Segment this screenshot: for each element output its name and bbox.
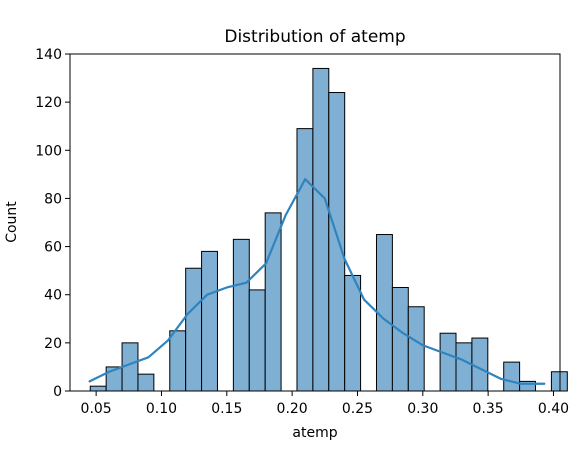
histogram-bar <box>296 128 314 392</box>
histogram-bar <box>471 337 489 392</box>
y-tick-label: 120 <box>35 95 62 111</box>
y-tick-label: 60 <box>44 240 62 256</box>
plot-frame <box>69 53 561 392</box>
histogram-bar <box>328 92 346 392</box>
x-tick-label: 0.30 <box>407 401 438 417</box>
y-axis-ticks: 0 20 40 60 80 100 120 140 <box>35 47 70 400</box>
histogram-bar <box>89 385 107 392</box>
x-tick-label: 0.35 <box>473 401 504 417</box>
histogram-bar <box>137 373 155 392</box>
histogram-bar <box>439 332 457 392</box>
histogram-bar <box>264 212 282 392</box>
histogram-bar <box>344 274 362 392</box>
x-tick-label: 0.10 <box>146 401 177 417</box>
histogram-bar <box>185 267 203 392</box>
chart-title: Distribution of atemp <box>224 27 405 47</box>
x-axis-label: atemp <box>292 425 337 441</box>
histogram-bar <box>232 238 250 392</box>
y-axis-label: Count <box>4 201 20 243</box>
x-tick-label: 0.05 <box>81 401 112 417</box>
histogram-bar <box>407 306 425 392</box>
y-tick-label: 20 <box>44 336 62 352</box>
histogram-bar <box>503 361 521 392</box>
histogram-bar <box>455 342 473 392</box>
histogram-bar <box>550 371 568 392</box>
histogram-bar <box>391 286 409 392</box>
histogram-bars <box>89 67 568 392</box>
x-axis-ticks: 0.05 0.10 0.15 0.20 0.25 0.30 0.35 0.40 <box>81 391 569 417</box>
x-tick-label: 0.40 <box>538 401 569 417</box>
kde-curve-layer <box>88 178 546 385</box>
histogram-bar <box>312 67 330 392</box>
histogram-bar <box>169 330 187 392</box>
y-tick-label: 0 <box>53 384 62 400</box>
x-tick-label: 0.20 <box>277 401 308 417</box>
y-tick-label: 140 <box>35 47 62 63</box>
histogram-bar <box>248 289 266 392</box>
x-tick-label: 0.25 <box>342 401 373 417</box>
y-tick-label: 80 <box>44 191 62 207</box>
y-tick-label: 100 <box>35 143 62 159</box>
kde-curve <box>88 178 546 385</box>
y-tick-label: 40 <box>44 288 62 304</box>
histogram-bar <box>201 250 218 392</box>
x-tick-label: 0.15 <box>211 401 242 417</box>
